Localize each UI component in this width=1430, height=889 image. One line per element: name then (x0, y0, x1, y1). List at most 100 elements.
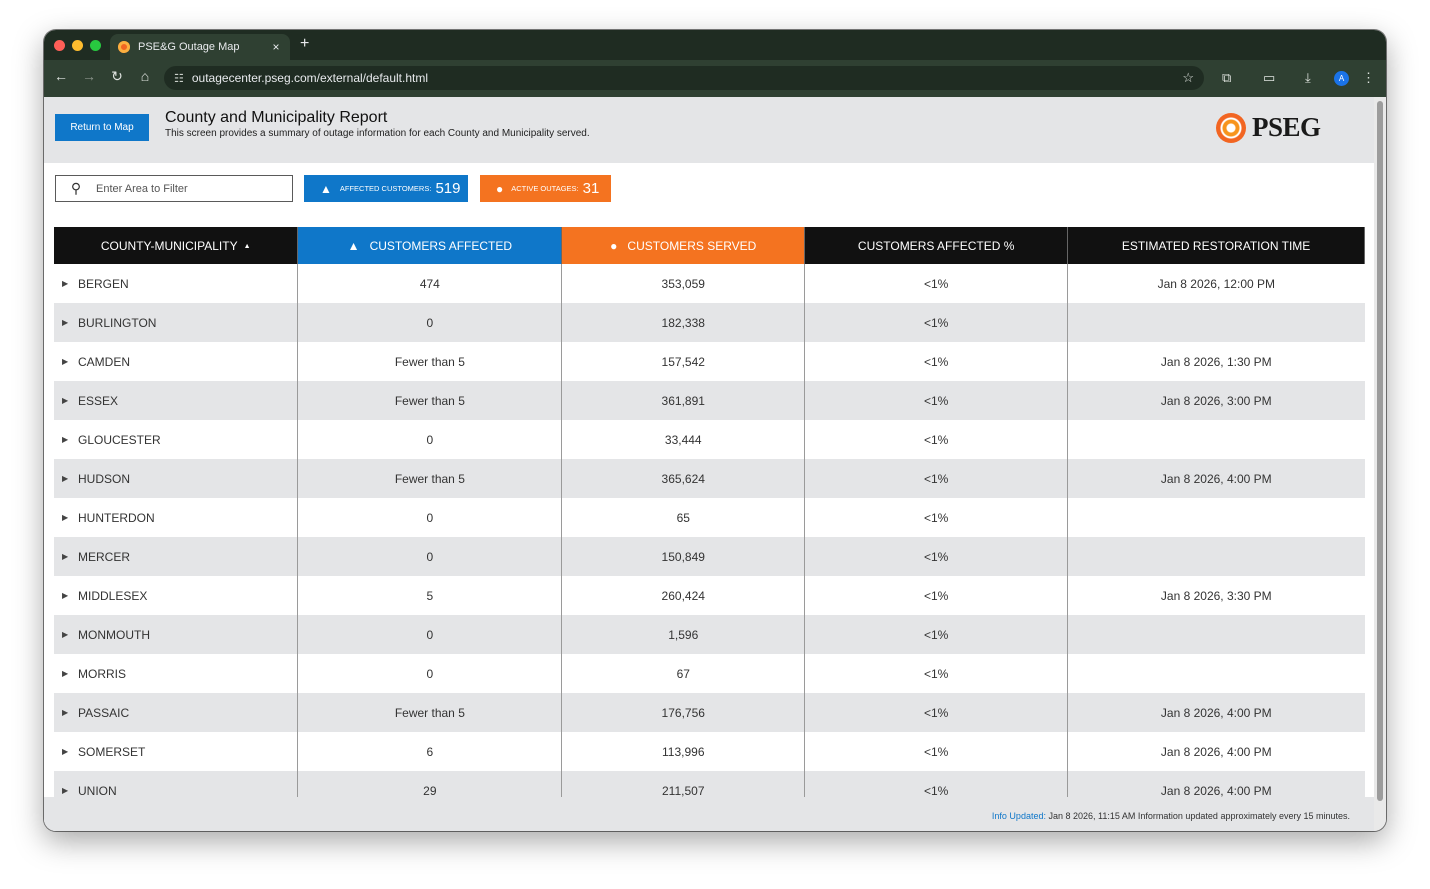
tab-search-icon[interactable]: ▭ (1263, 70, 1276, 85)
customers-affected-pct-cell: <1% (804, 303, 1069, 342)
table-row[interactable]: ▶ MORRIS 0 67 <1% (54, 654, 1365, 693)
table-row[interactable]: ▶ PASSAIC Fewer than 5 176,756 <1% Jan 8 2026… (54, 693, 1365, 732)
table-row[interactable]: ▶ BERGEN 474 353,059 <1% Jan 8 2026, 12:00 PM (54, 264, 1365, 303)
county-name-cell[interactable]: ▶ MIDDLESEX (54, 576, 299, 615)
expand-caret-icon[interactable]: ▶ (62, 512, 69, 522)
table-row[interactable]: ▶ BURLINGTON 0 182,338 <1% (54, 303, 1365, 342)
return-to-map-button[interactable]: Return to Map (55, 114, 149, 141)
expand-caret-icon[interactable]: ▶ (62, 395, 69, 405)
county-report-table: County-Municipality ▲ ▲ Customers Affected… (54, 227, 1365, 810)
header-pct-label: Customers Affected % (857, 238, 1015, 253)
close-window-button[interactable] (54, 40, 65, 51)
address-bar[interactable]: ☷ outagecenter.pseg.com/external/default… (164, 66, 1204, 90)
customers-affected-cell: 5 (297, 576, 563, 615)
county-name-cell[interactable]: ▶ HUDSON (54, 459, 299, 498)
county-name: PASSAIC (78, 705, 130, 720)
county-name: MORRIS (78, 666, 126, 681)
affected-customers-badge: ▲ Affected Customers: 519 (304, 175, 468, 202)
county-name: SOMERSET (78, 744, 146, 759)
info-updated-label: Info Updated: (991, 811, 1046, 821)
profile-avatar[interactable]: A (1334, 71, 1349, 86)
new-tab-icon[interactable]: + (300, 35, 310, 52)
county-name: UNION (78, 783, 117, 798)
bookmark-star-icon[interactable]: ☆ (1182, 70, 1194, 85)
header-customers-served[interactable]: ● Customers Served (561, 227, 806, 264)
table-row[interactable]: ▶ MIDDLESEX 5 260,424 <1% Jan 8 2026, 3:30 PM (54, 576, 1365, 615)
home-icon[interactable]: ⌂ (140, 68, 150, 84)
affected-customers-count: 519 (435, 180, 461, 197)
county-name-cell[interactable]: ▶ BURLINGTON (54, 303, 299, 342)
extensions-icon[interactable]: ⧉ (1222, 70, 1232, 85)
customers-affected-pct-cell: <1% (804, 381, 1069, 420)
sort-ascending-icon: ▲ (243, 242, 251, 250)
county-name: ESSEX (78, 393, 119, 408)
search-icon: ⚲ (70, 180, 82, 196)
customers-served-cell: 65 (561, 498, 806, 537)
header-customers-affected-pct[interactable]: Customers Affected % (804, 227, 1069, 264)
county-name-cell[interactable]: ▶ SOMERSET (54, 732, 299, 771)
header-estimated-restoration[interactable]: Estimated Restoration Time (1067, 227, 1365, 264)
header-county-municipality[interactable]: County-Municipality ▲ (54, 227, 299, 264)
expand-caret-icon[interactable]: ▶ (62, 668, 69, 678)
table-header-row: County-Municipality ▲ ▲ Customers Affected… (54, 227, 1365, 264)
table-row[interactable]: ▶ HUNTERDON 0 65 <1% (54, 498, 1365, 537)
menu-kebab-icon[interactable]: ⋮ (1362, 70, 1375, 85)
expand-caret-icon[interactable]: ▶ (62, 551, 69, 561)
county-name-cell[interactable]: ▶ ESSEX (54, 381, 299, 420)
person-icon: ● (496, 181, 504, 196)
table-row[interactable]: ▶ ESSEX Fewer than 5 361,891 <1% Jan 8 2026, … (54, 381, 1365, 420)
customers-affected-pct-cell: <1% (804, 264, 1069, 303)
table-row[interactable]: ▶ CAMDEN Fewer than 5 157,542 <1% Jan 8 2026,… (54, 342, 1365, 381)
expand-caret-icon[interactable]: ▶ (62, 707, 69, 717)
restoration-time-cell (1067, 615, 1365, 654)
maximize-window-button[interactable] (90, 40, 101, 51)
restoration-time-cell (1067, 537, 1365, 576)
table-row[interactable]: ▶ MERCER 0 150,849 <1% (54, 537, 1365, 576)
table-row[interactable]: ▶ MONMOUTH 0 1,596 <1% (54, 615, 1365, 654)
county-name: BERGEN (78, 276, 129, 291)
minimize-window-button[interactable] (72, 40, 83, 51)
county-name-cell[interactable]: ▶ PASSAIC (54, 693, 299, 732)
expand-caret-icon[interactable]: ▶ (62, 434, 69, 444)
county-name-cell[interactable]: ▶ CAMDEN (54, 342, 299, 381)
download-icon[interactable]: ⤓ (1305, 70, 1311, 85)
restoration-time-cell: Jan 8 2026, 4:00 PM (1067, 459, 1365, 498)
county-name: HUNTERDON (78, 510, 155, 525)
site-info-icon[interactable]: ☷ (174, 72, 184, 85)
county-name-cell[interactable]: ▶ GLOUCESTER (54, 420, 299, 459)
info-updated-text: Jan 8 2026, 11:15 AM Information updated… (1048, 811, 1350, 821)
expand-caret-icon[interactable]: ▶ (62, 590, 69, 600)
table-row[interactable]: ▶ HUDSON Fewer than 5 365,624 <1% Jan 8 2026,… (54, 459, 1365, 498)
customers-served-cell: 260,424 (561, 576, 806, 615)
county-name-cell[interactable]: ▶ BERGEN (54, 264, 299, 303)
expand-caret-icon[interactable]: ▶ (62, 629, 69, 639)
county-name-cell[interactable]: ▶ MORRIS (54, 654, 299, 693)
back-arrow-icon[interactable]: ← (54, 68, 68, 84)
filter-input[interactable] (96, 182, 286, 195)
filter-box[interactable]: ⚲ (55, 175, 293, 202)
table-row[interactable]: ▶ SOMERSET 6 113,996 <1% Jan 8 2026, 4:00 PM (54, 732, 1365, 771)
customers-affected-pct-cell: <1% (804, 459, 1069, 498)
scrollbar-thumb[interactable] (1377, 101, 1383, 801)
county-name-cell[interactable]: ▶ MONMOUTH (54, 615, 299, 654)
customers-served-cell: 1,596 (561, 615, 806, 654)
expand-caret-icon[interactable]: ▶ (62, 278, 69, 288)
county-name-cell[interactable]: ▶ MERCER (54, 537, 299, 576)
page-scrollbar[interactable] (1374, 97, 1386, 831)
restoration-time-cell: Jan 8 2026, 1:30 PM (1160, 354, 1272, 369)
expand-caret-icon[interactable]: ▶ (62, 746, 69, 756)
forward-arrow-icon[interactable]: → (82, 68, 96, 84)
info-footer: Info Updated: Jan 8 2026, 11:15 AM Infor… (44, 797, 1374, 831)
header-customers-affected[interactable]: ▲ Customers Affected (297, 227, 563, 264)
browser-tab[interactable]: PSE&G Outage Map × (110, 34, 290, 60)
browser-toolbar: ← → ↻ ⌂ ☷ outagecenter.pseg.com/external… (44, 60, 1386, 97)
expand-caret-icon[interactable]: ▶ (62, 356, 69, 366)
table-row[interactable]: ▶ GLOUCESTER 0 33,444 <1% (54, 420, 1365, 459)
close-tab-icon[interactable]: × (272, 40, 280, 54)
customers-affected-pct-cell: <1% (804, 498, 1069, 537)
county-name-cell[interactable]: ▶ HUNTERDON (54, 498, 299, 537)
reload-icon[interactable]: ↻ (111, 68, 123, 84)
expand-caret-icon[interactable]: ▶ (62, 317, 69, 327)
expand-caret-icon[interactable]: ▶ (62, 473, 69, 483)
expand-caret-icon[interactable]: ▶ (62, 785, 69, 795)
